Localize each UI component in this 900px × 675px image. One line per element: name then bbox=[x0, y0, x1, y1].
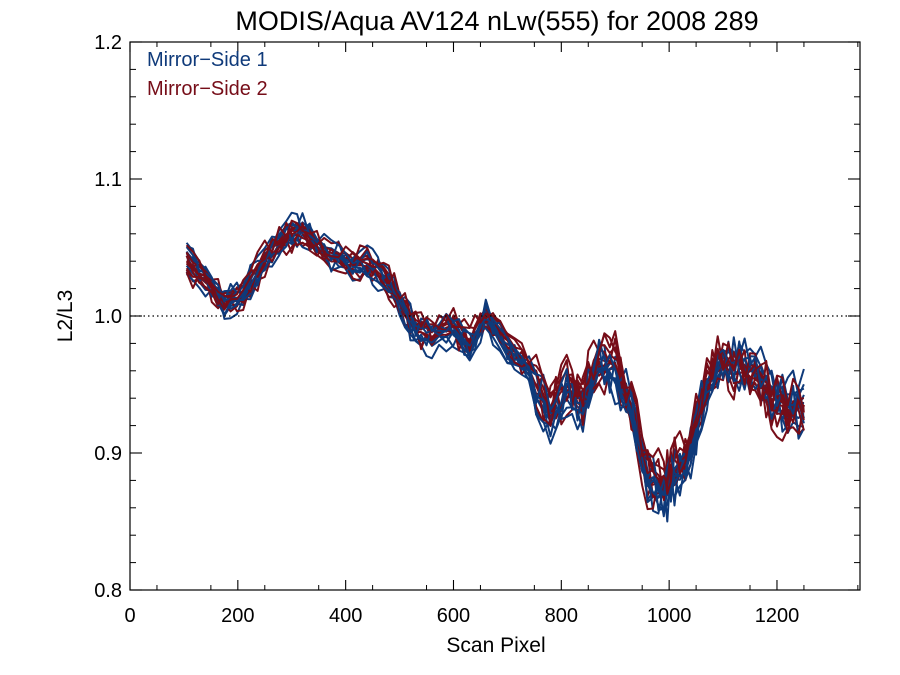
y-tick-label: 1.2 bbox=[94, 32, 122, 54]
mirror-side-1-line bbox=[186, 212, 805, 499]
x-tick-label: 200 bbox=[221, 605, 254, 627]
legend: Mirror−Side 1 Mirror−Side 2 bbox=[147, 49, 268, 100]
series-lines bbox=[185, 211, 805, 523]
mirror-side-2-line bbox=[185, 219, 805, 486]
axis-ticks bbox=[129, 41, 860, 591]
mirror-side-1-line bbox=[185, 211, 805, 503]
legend-entry-mirror-side-2: Mirror−Side 2 bbox=[147, 78, 268, 100]
x-axis-title: Scan Pixel bbox=[446, 634, 545, 657]
y-tick-label: 1.1 bbox=[94, 169, 122, 191]
axis-tick-labels: 0 200 400 600 800 1000 1200 0.8 0.9 1.0 1.1 1.2 bbox=[94, 32, 799, 627]
y-tick-label: 0.8 bbox=[94, 580, 122, 602]
y-axis-title: L2/L3 bbox=[54, 290, 77, 343]
chart-title: MODIS/Aqua AV124 nLw(555) for 2008 289 bbox=[235, 6, 758, 36]
mirror-side-2-line bbox=[185, 222, 805, 502]
y-tick-label: 1.0 bbox=[94, 306, 122, 328]
x-tick-label: 1200 bbox=[755, 605, 800, 627]
x-tick-label: 800 bbox=[545, 605, 578, 627]
x-tick-label: 600 bbox=[437, 605, 470, 627]
legend-entry-mirror-side-1: Mirror−Side 1 bbox=[147, 49, 268, 71]
x-tick-label: 400 bbox=[329, 605, 362, 627]
x-tick-label: 0 bbox=[124, 605, 135, 627]
y-tick-label: 0.9 bbox=[94, 443, 122, 465]
x-tick-label: 1000 bbox=[647, 605, 692, 627]
